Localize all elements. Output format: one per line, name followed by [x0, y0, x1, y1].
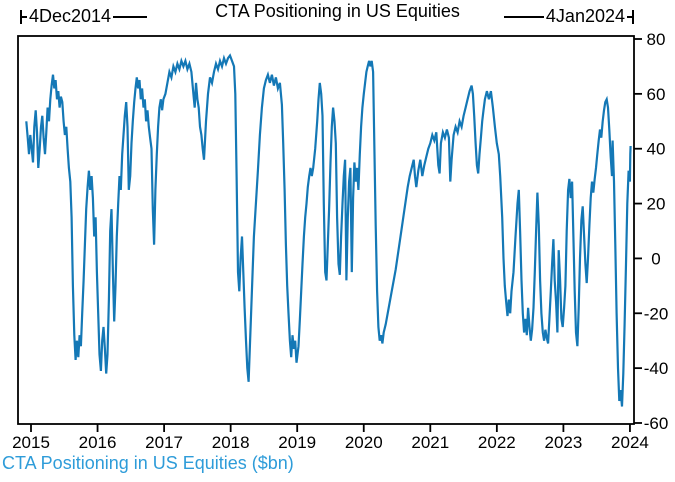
x-tick-label: 2019 — [278, 433, 316, 452]
chart-caption: CTA Positioning in US Equities ($bn) — [2, 453, 294, 473]
y-tick-label: 40 — [647, 140, 666, 159]
x-tick-label: 2021 — [411, 433, 449, 452]
x-tick-label: 2022 — [478, 433, 516, 452]
y-tick-label: 20 — [647, 195, 666, 214]
start-date-annotation: 4Dec2014 — [20, 6, 147, 26]
x-tick-label: 2024 — [611, 433, 649, 452]
annotation-end-tick — [632, 10, 634, 24]
x-tick-label: 2017 — [145, 433, 183, 452]
y-tick-label: -40 — [644, 359, 669, 378]
x-tick-label: 2023 — [544, 433, 582, 452]
plot-box — [17, 35, 635, 425]
start-date-label: 4Dec2014 — [29, 6, 112, 26]
y-tick-label: -60 — [644, 414, 669, 433]
y-tick-label: 80 — [647, 30, 666, 49]
y-tick-label: -20 — [644, 304, 669, 323]
annotation-end-dash — [627, 16, 632, 18]
annotation-start-tick — [20, 10, 22, 24]
chart-title: CTA Positioning in US Equities — [215, 1, 460, 21]
end-date-label: 4Jan2024 — [545, 6, 625, 26]
y-tick-label: 0 — [651, 249, 660, 268]
annotation-end-line — [504, 16, 544, 18]
cta-positioning-line — [25, 53, 632, 407]
x-tick-label: 2016 — [79, 433, 117, 452]
x-tick-label: 2020 — [345, 433, 383, 452]
x-tick-label: 2015 — [12, 433, 50, 452]
y-tick-label: 60 — [647, 85, 666, 104]
annotation-start-line — [113, 16, 147, 18]
end-date-annotation: 4Jan2024 — [504, 6, 634, 26]
annotation-start-dash — [22, 16, 27, 18]
x-tick-label: 2018 — [212, 433, 250, 452]
